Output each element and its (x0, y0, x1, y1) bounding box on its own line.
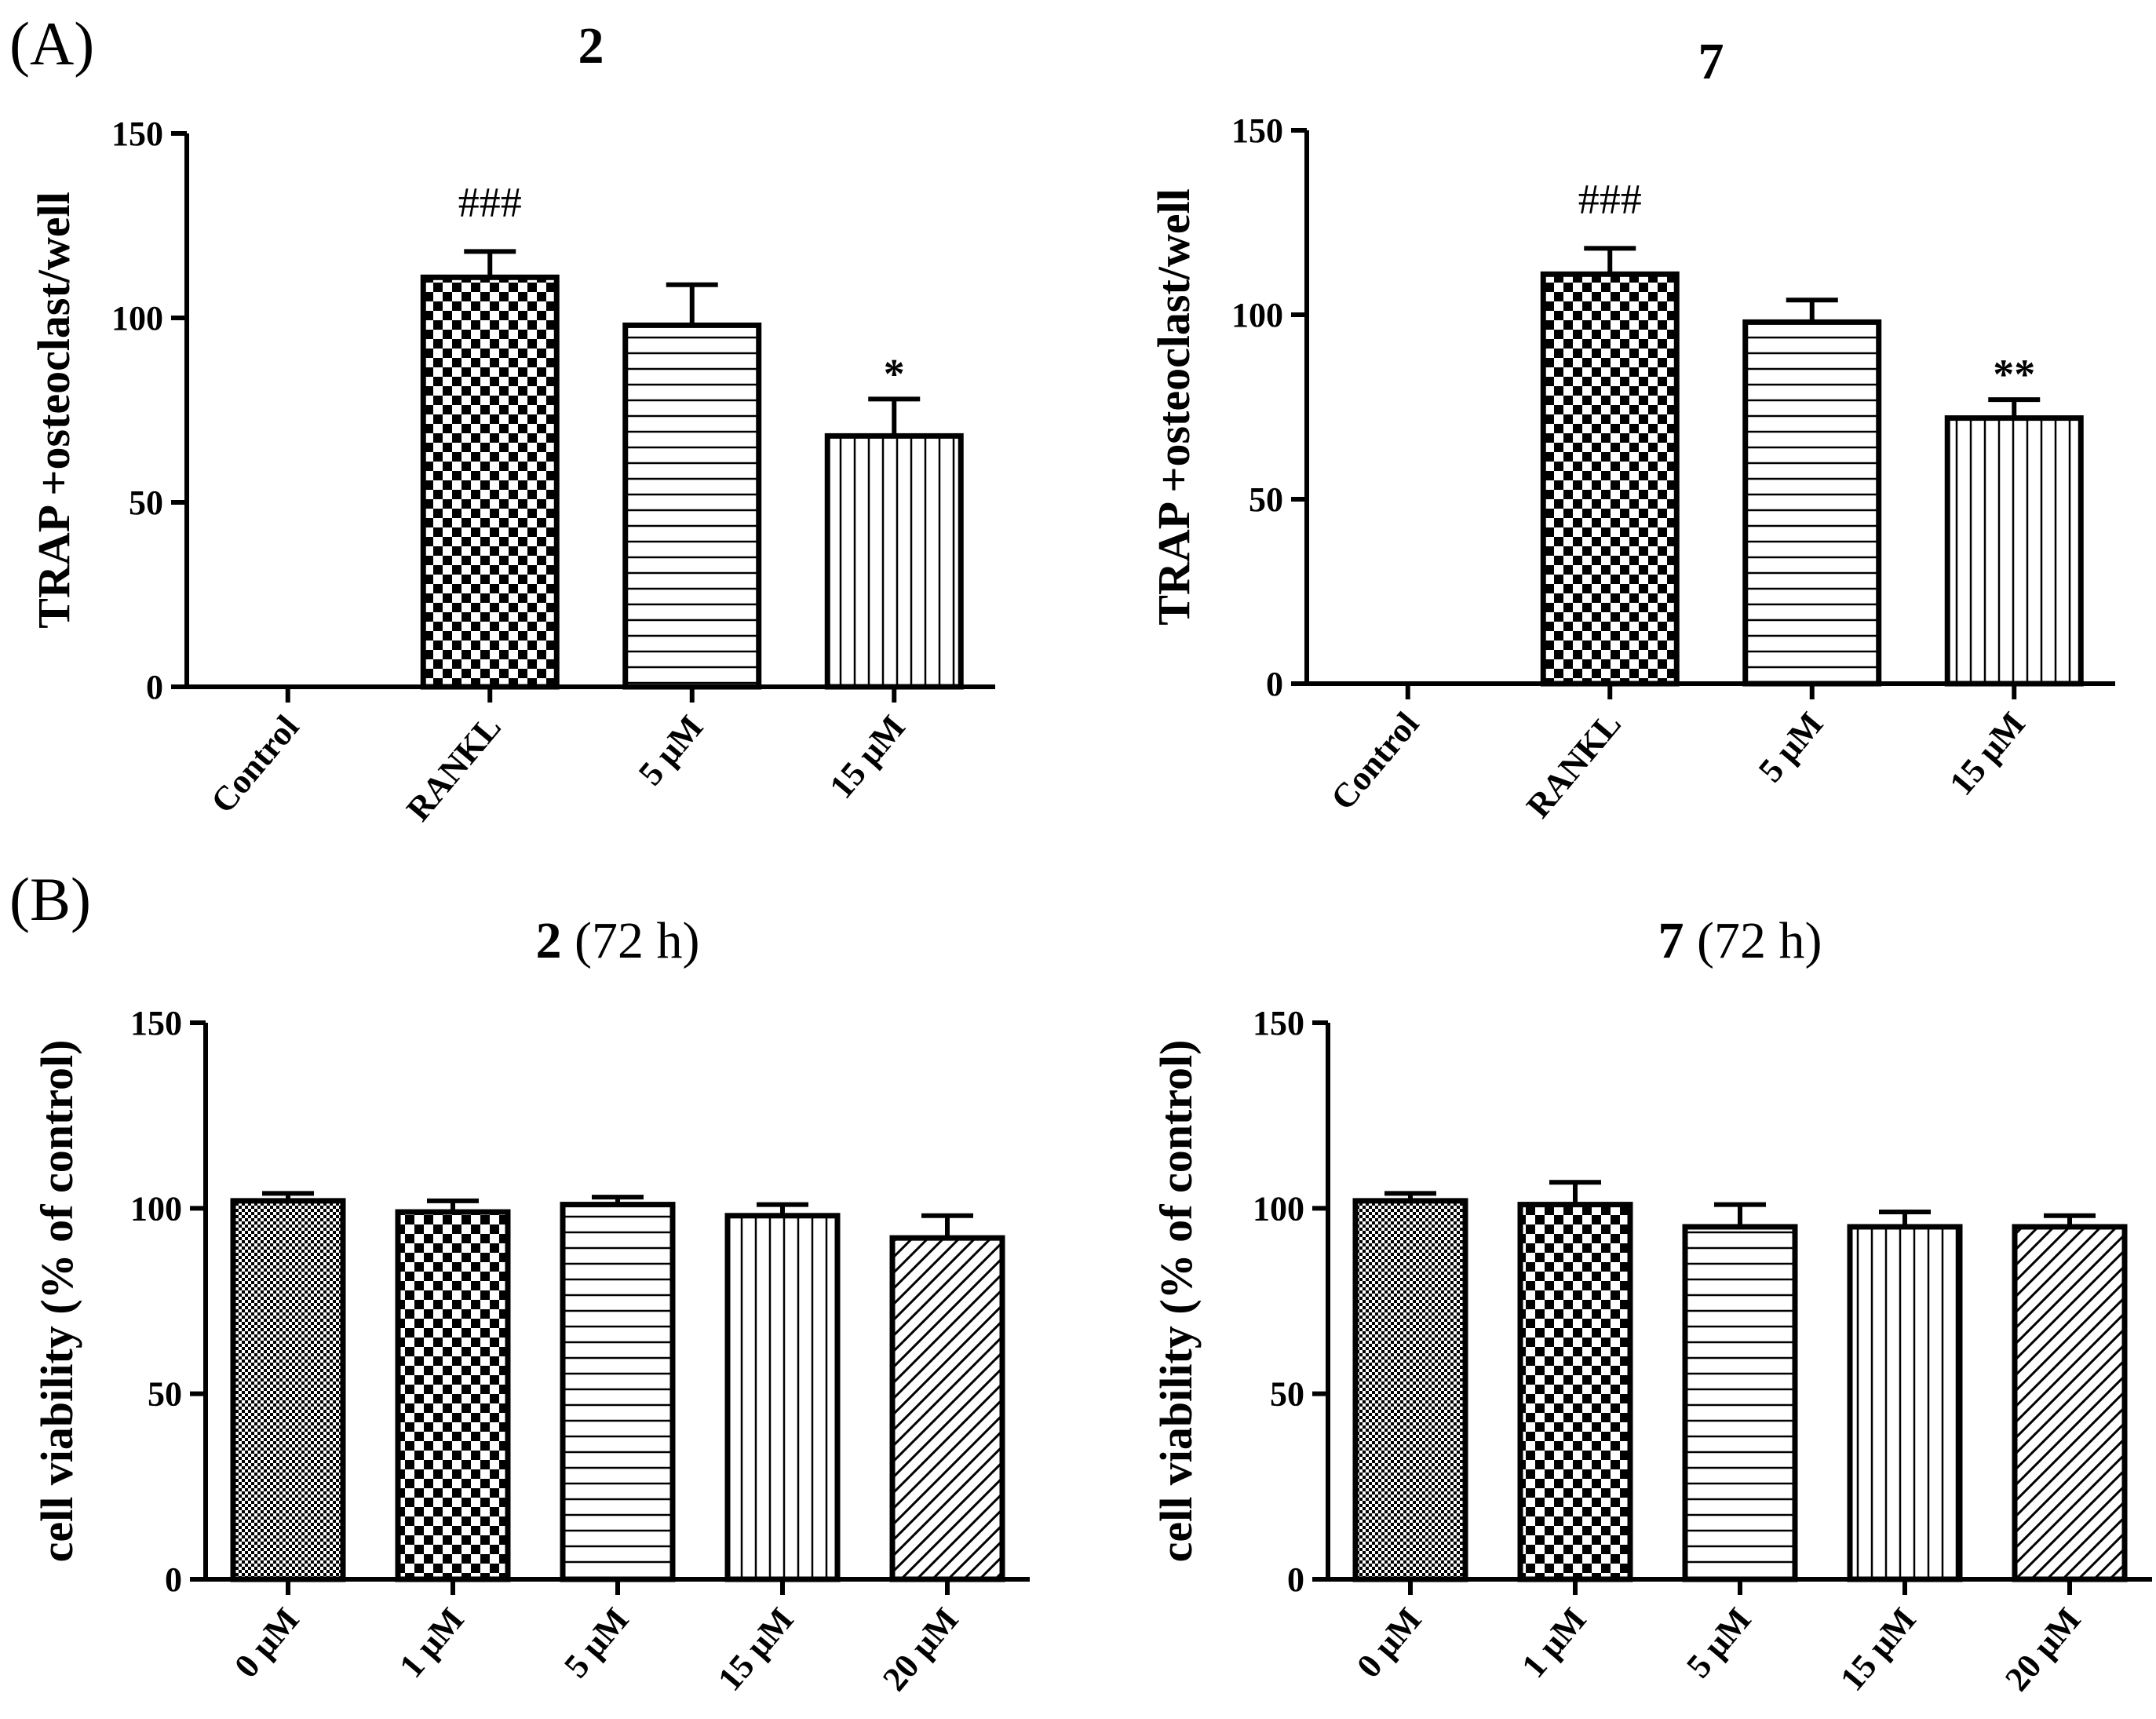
chart-title-suffix: (72 h) (1684, 912, 1822, 969)
chart-title-compound: 7 (1658, 912, 1684, 969)
y-tick-label: 150 (1231, 111, 1283, 150)
bar (622, 322, 762, 690)
y-tick-label: 150 (111, 115, 163, 153)
y-tick-label: 100 (130, 1189, 182, 1228)
chart-title: 2 (72 h) (536, 912, 700, 969)
bar (420, 274, 560, 690)
y-axis-label: TRAP +osteoclast/well (28, 192, 79, 629)
bar (230, 1198, 346, 1582)
y-axis-label: TRAP +osteoclast/well (1148, 188, 1199, 626)
panel-label-a: (A) (9, 9, 94, 78)
x-tick-label: 5 μM (1679, 1600, 1758, 1685)
chart-3: 2 (72 h) cell viability (% of control) 0 50… (31, 912, 1030, 1698)
bar (1944, 415, 2084, 687)
x-tick-label: 1 μM (392, 1600, 471, 1685)
y-tick-label: 100 (1253, 1189, 1304, 1228)
x-tick-label: 20 μM (1997, 1600, 2089, 1699)
x-tick-label: Control (1323, 705, 1426, 817)
y-tick-label: 100 (111, 299, 163, 338)
chart-4: 7 (72 h) cell viability (% of control) 0 50… (1151, 912, 2152, 1698)
y-tick-label: 50 (129, 484, 163, 522)
x-tick-label: 20 μM (875, 1600, 966, 1699)
bar (395, 1209, 511, 1582)
chart-title: 7 (1698, 33, 1724, 90)
y-tick-label: 50 (148, 1375, 182, 1414)
y-axis-label: cell viability (% of control) (31, 1040, 82, 1563)
x-tick-label: 5 μM (556, 1600, 636, 1685)
x-tick-label: 1 μM (1514, 1600, 1593, 1685)
bar (1742, 319, 1882, 687)
y-tick-label: 50 (1270, 1375, 1304, 1414)
chart-title-compound: 2 (578, 17, 604, 75)
y-tick-label: 0 (146, 668, 163, 706)
bar (724, 1213, 841, 1582)
panel-label-b: (B) (9, 865, 91, 933)
y-tick-label: 150 (130, 1004, 182, 1042)
y-tick-label: 0 (1266, 665, 1283, 703)
bar (824, 432, 964, 690)
bar (560, 1202, 676, 1582)
x-tick-label: RANKL (399, 708, 509, 828)
y-tick-label: 50 (1249, 480, 1283, 519)
bar (2012, 1224, 2128, 1582)
significance-label: ** (1993, 351, 2035, 398)
chart-title: 2 (578, 17, 604, 75)
bar (1847, 1224, 1963, 1582)
x-tick-label: 5 μM (631, 708, 710, 793)
chart-1: 2 TRAP +osteoclast/well ### * 0 50 100 150 Contr… (28, 17, 995, 828)
y-tick-label: 0 (1287, 1560, 1304, 1599)
chart-2: 7 TRAP +osteoclast/well ### ** 0 50 100 150 Cont… (1148, 33, 2115, 825)
significance-label: ### (1578, 175, 1642, 222)
y-axis-label: cell viability (% of control) (1151, 1040, 1202, 1563)
y-tick-label: 100 (1231, 296, 1283, 334)
bar (1352, 1198, 1468, 1582)
chart-title-compound: 2 (536, 912, 562, 969)
x-tick-label: 0 μM (1349, 1600, 1428, 1685)
significance-label: ### (458, 178, 522, 225)
chart-title-compound: 7 (1698, 33, 1724, 90)
x-tick-label: 5 μM (1751, 705, 1830, 790)
bar (1540, 271, 1680, 687)
x-tick-label: 15 μM (1942, 705, 2033, 803)
bar (1517, 1202, 1633, 1582)
chart-title: 7 (72 h) (1658, 912, 1822, 969)
significance-label: * (884, 350, 905, 397)
x-tick-label: 15 μM (1833, 1600, 1924, 1699)
x-tick-label: Control (203, 708, 306, 820)
x-tick-label: 0 μM (227, 1600, 306, 1685)
bar (1682, 1224, 1798, 1582)
y-tick-label: 150 (1253, 1004, 1304, 1042)
x-tick-label: 15 μM (710, 1600, 801, 1699)
bar (889, 1235, 1005, 1582)
x-tick-label: RANKL (1519, 705, 1629, 825)
chart-title-suffix: (72 h) (562, 912, 700, 969)
charts-layer: 2 TRAP +osteoclast/well ### * 0 50 100 150 Contr… (28, 17, 2152, 1698)
x-tick-label: 15 μM (822, 708, 913, 806)
y-tick-label: 0 (165, 1560, 182, 1599)
